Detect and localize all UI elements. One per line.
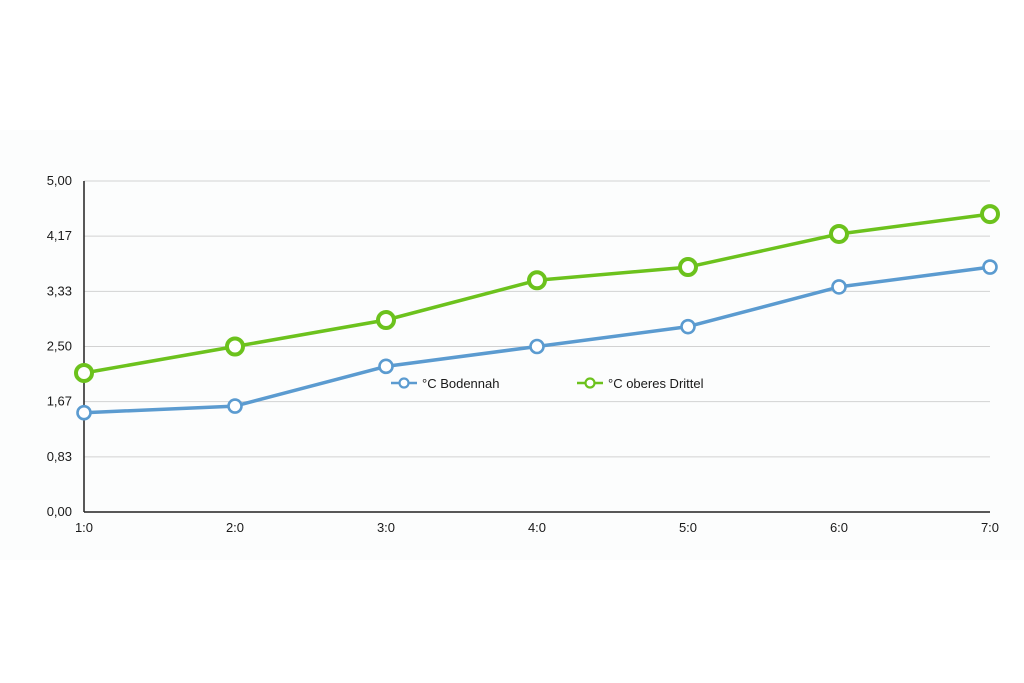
y-tick-label: 0,00 bbox=[47, 504, 72, 519]
y-tick-label: 0,83 bbox=[47, 449, 72, 464]
legend-label: °C Bodennah bbox=[422, 376, 499, 391]
x-tick-label: 6:0 bbox=[830, 520, 848, 535]
data-point bbox=[74, 362, 94, 383]
x-tick-label: 3:0 bbox=[377, 520, 395, 535]
legend-swatch-marker bbox=[584, 377, 596, 389]
data-series bbox=[74, 204, 1000, 421]
data-point bbox=[76, 404, 92, 421]
y-tick-label: 5,00 bbox=[47, 173, 72, 188]
x-tick-label: 2:0 bbox=[226, 520, 244, 535]
data-point bbox=[980, 204, 1000, 225]
data-point bbox=[225, 336, 245, 357]
y-tick-label: 2,50 bbox=[47, 339, 72, 354]
y-tick-label: 1,67 bbox=[47, 394, 72, 409]
data-point bbox=[829, 223, 849, 244]
data-point bbox=[376, 310, 396, 331]
data-point bbox=[529, 338, 545, 355]
data-point bbox=[678, 257, 698, 278]
grid-lines bbox=[84, 180, 990, 458]
x-tick-label: 5:0 bbox=[679, 520, 697, 535]
x-tick-label: 4:0 bbox=[528, 520, 546, 535]
y-tick-labels: 0,00 0,83 1,67 2,50 3,33 4,17 5,00 bbox=[47, 173, 72, 519]
y-tick-label: 4,17 bbox=[47, 228, 72, 243]
y-tick-label: 3,33 bbox=[47, 283, 72, 298]
data-point bbox=[680, 318, 696, 335]
data-point bbox=[831, 279, 847, 295]
x-tick-label: 7:0 bbox=[981, 520, 999, 535]
legend: °C Bodennah °C oberes Drittel bbox=[391, 376, 704, 391]
chart-background bbox=[0, 130, 1024, 560]
data-point bbox=[982, 259, 998, 275]
axes bbox=[83, 181, 990, 513]
legend-swatch-marker bbox=[398, 377, 410, 389]
x-tick-labels: 1:0 2:0 3:0 4:0 5:0 6:0 7:0 bbox=[75, 520, 999, 535]
data-point bbox=[527, 270, 547, 291]
data-point bbox=[227, 398, 243, 414]
legend-label: °C oberes Drittel bbox=[608, 376, 704, 391]
x-tick-label: 1:0 bbox=[75, 520, 93, 535]
data-point bbox=[378, 358, 394, 375]
